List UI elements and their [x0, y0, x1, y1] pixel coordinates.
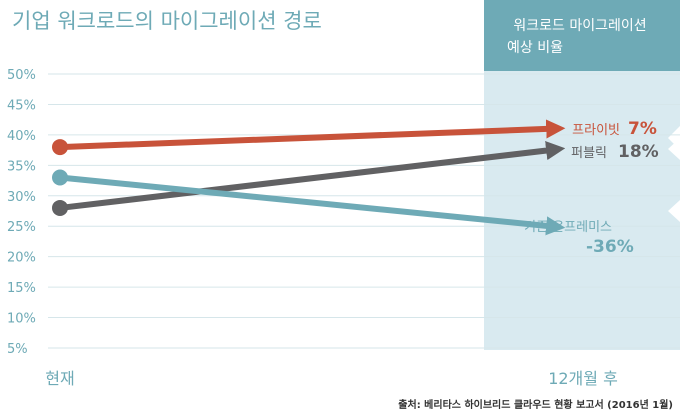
series-start-point [52, 169, 68, 186]
projection-panel-label-line-1: 워크로드 마이그레이션 [513, 18, 646, 34]
y-axis-ticks: 5% 10% 15% 20% 25% 30% 35% 40% 45% 50% [7, 68, 36, 357]
series-name-label: 퍼블릭 [571, 146, 607, 161]
y-tick-label: 40% [7, 129, 36, 144]
series-name-label: 기존 온프레미스 [524, 220, 612, 235]
series-layer [52, 119, 566, 236]
series-change-label: 7% [628, 119, 657, 139]
y-tick-label: 5% [7, 342, 28, 357]
y-tick-label: 30% [7, 190, 36, 205]
series-line [59, 174, 566, 236]
series-line [59, 119, 566, 151]
panel-notch [668, 200, 680, 222]
x-tick-label-12-months: 12개월 후 [548, 369, 618, 388]
y-tick-label: 10% [7, 312, 36, 327]
y-tick-label: 20% [7, 251, 36, 266]
series-labels: 프라이빗 7% 퍼블릭 18% 기존 온프레미스 -36% [524, 119, 659, 257]
y-tick-label: 45% [7, 98, 36, 113]
y-tick-label: 50% [7, 68, 36, 83]
y-tick-label: 35% [7, 159, 36, 174]
series-change-label: -36% [586, 237, 634, 257]
x-tick-label-now: 현재 [45, 369, 74, 388]
projection-panel-header [484, 0, 680, 71]
y-tick-label: 15% [7, 281, 36, 296]
series-name-label: 프라이빗 [572, 123, 620, 138]
y-tick-label: 25% [7, 220, 36, 235]
projection-panel-label-line-2: 예상 비율 [507, 40, 563, 56]
series-line [59, 141, 566, 211]
chart-title: 기업 워크로드의 마이그레이션 경로 [12, 9, 322, 33]
panel-notch [668, 138, 680, 160]
source-note: 출처: 베리타스 하이브리드 클라우드 현황 보고서 (2016년 1월) [398, 398, 673, 411]
series-change-label: 18% [618, 142, 659, 162]
series-start-point [52, 199, 68, 216]
series-start-point [52, 139, 68, 156]
panel-edge-notches [668, 126, 680, 222]
